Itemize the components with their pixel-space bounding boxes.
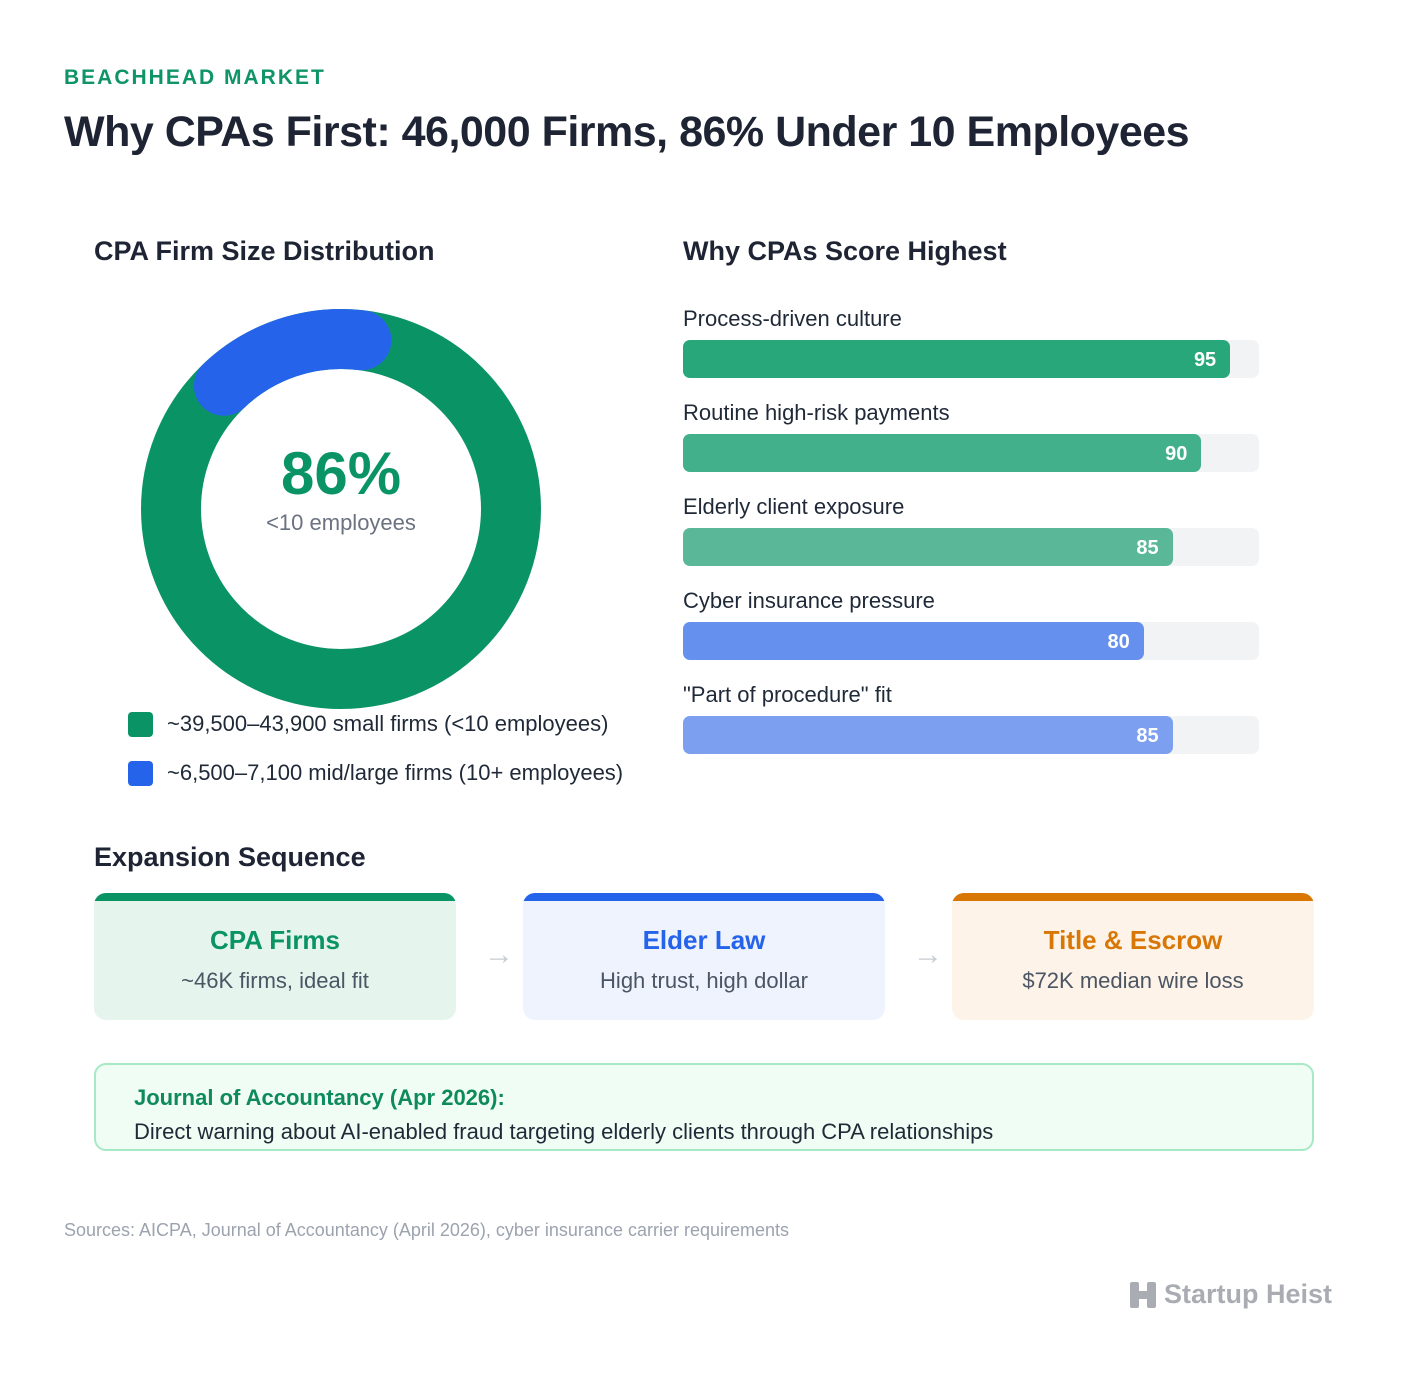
- bar-track: 85: [683, 716, 1259, 754]
- brand-name: Startup Heist: [1164, 1279, 1333, 1309]
- bar-row: "Part of procedure" fit 85: [683, 682, 1259, 754]
- bar-value-label: 90: [1165, 443, 1188, 465]
- bar-track: 85: [683, 528, 1259, 566]
- expansion-title: Expansion Sequence: [94, 842, 366, 872]
- h-block-icon: [1130, 1281, 1156, 1308]
- legend-label-small: ~39,500–43,900 small firms (<10 employee…: [167, 711, 609, 736]
- legend-item-large-firms: ~6,500–7,100 mid/large firms (10+ employ…: [128, 760, 623, 786]
- arrow-right-icon: →: [484, 938, 514, 971]
- brand-logo: Startup Heist: [1130, 1279, 1332, 1310]
- legend-label-large: ~6,500–7,100 mid/large firms (10+ employ…: [167, 760, 624, 785]
- bar-fill: 95: [683, 340, 1231, 378]
- page-title: Why CPAs First: 46,000 Firms, 86% Under …: [64, 108, 1190, 156]
- card-subtitle: $72K median wire loss: [1022, 968, 1244, 993]
- card-accent-bar: [952, 893, 1314, 901]
- bar-track: 95: [683, 340, 1259, 378]
- expansion-card-cpa: CPA Firms ~46K firms, ideal fit: [94, 893, 456, 1020]
- bar-track: 80: [683, 622, 1259, 660]
- callout-box: Journal of Accountancy (Apr 2026): Direc…: [94, 1063, 1314, 1151]
- card-title: Elder Law: [642, 925, 766, 955]
- callout-body: Direct warning about AI-enabled fraud ta…: [134, 1119, 994, 1144]
- sources-note: Sources: AICPA, Journal of Accountancy (…: [64, 1220, 790, 1240]
- eyebrow-label: BEACHHEAD MARKET: [64, 66, 326, 89]
- donut-chart-title: CPA Firm Size Distribution: [94, 236, 435, 266]
- bar-row: Process-driven culture 95: [683, 306, 1259, 378]
- bar-label: Cyber insurance pressure: [683, 588, 935, 613]
- expansion-card-elder-law: Elder Law High trust, high dollar: [523, 893, 885, 1020]
- legend-swatch-small: [128, 711, 153, 737]
- card-accent-bar: [94, 893, 456, 901]
- donut-center-value: 86%: [281, 440, 401, 507]
- bar-track: 90: [683, 434, 1259, 472]
- bar-row: Cyber insurance pressure 80: [683, 588, 1259, 660]
- legend-swatch-large: [128, 760, 153, 786]
- card-accent-bar: [523, 893, 885, 901]
- bar-value-label: 80: [1107, 631, 1130, 653]
- bar-value-label: 85: [1136, 725, 1159, 747]
- bar-row: Elderly client exposure 85: [683, 494, 1259, 566]
- bar-label: Process-driven culture: [683, 306, 902, 331]
- bar-row: Routine high-risk payments 90: [683, 400, 1259, 472]
- bar-fill: 85: [683, 716, 1173, 754]
- card-title: Title & Escrow: [1043, 925, 1223, 955]
- legend-item-small-firms: ~39,500–43,900 small firms (<10 employee…: [128, 711, 608, 737]
- card-subtitle: ~46K firms, ideal fit: [181, 968, 369, 993]
- callout-title: Journal of Accountancy (Apr 2026):: [134, 1085, 505, 1110]
- card-title: CPA Firms: [209, 925, 341, 955]
- donut-chart: 86% <10 employees: [141, 309, 541, 709]
- donut-center-label: <10 employees: [266, 510, 416, 535]
- bar-fill: 80: [683, 622, 1144, 660]
- bar-label: Elderly client exposure: [683, 494, 905, 519]
- card-subtitle: High trust, high dollar: [600, 968, 808, 993]
- bar-fill: 90: [683, 434, 1202, 472]
- bar-fill: 85: [683, 528, 1173, 566]
- expansion-card-title-escrow: Title & Escrow $72K median wire loss: [952, 893, 1314, 1020]
- bar-label: "Part of procedure" fit: [683, 682, 892, 707]
- bar-label: Routine high-risk payments: [683, 400, 950, 425]
- arrow-right-icon: →: [913, 938, 943, 971]
- bar-chart-title: Why CPAs Score Highest: [683, 236, 1007, 266]
- bar-value-label: 85: [1136, 537, 1159, 559]
- donut-slice-large-firms: [193, 309, 392, 416]
- bar-value-label: 95: [1193, 349, 1217, 371]
